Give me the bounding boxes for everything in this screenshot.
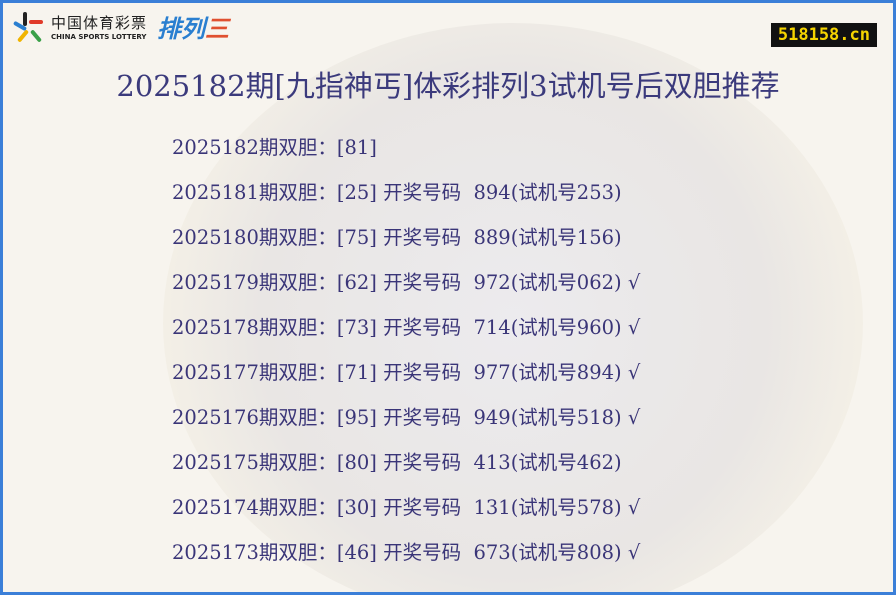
product-logo-b: 三 [205, 15, 230, 43]
list-item: 2025178期双胆：[73] 开奖号码 714(试机号960) √ [172, 316, 641, 339]
product-logo-a: 排列 [157, 15, 206, 43]
product-logo: 排列三 [157, 9, 229, 44]
list-item: 2025181期双胆：[25] 开奖号码 894(试机号253) [172, 181, 622, 204]
list-item: 2025175期双胆：[80] 开奖号码 413(试机号462) [172, 451, 622, 474]
list-item: 2025182期双胆：[81] [172, 136, 377, 159]
list-item: 2025179期双胆：[62] 开奖号码 972(试机号062) √ [172, 271, 641, 294]
list-item: 2025176期双胆：[95] 开奖号码 949(试机号518) √ [172, 406, 641, 429]
logo-mark-icon [11, 10, 45, 44]
list-item: 2025177期双胆：[71] 开奖号码 977(试机号894) √ [172, 361, 641, 384]
lottery-logo: 中国体育彩票 CHINA SPORTS LOTTERY 排列三 [11, 9, 229, 44]
page-title: 2025182期[九指神丐]体彩排列3试机号后双胆推荐 [116, 69, 780, 103]
background-watermark [163, 23, 863, 592]
list-item: 2025174期双胆：[30] 开奖号码 131(试机号578) √ [172, 496, 641, 519]
prediction-list: 2025182期双胆：[81] 2025181期双胆：[25] 开奖号码 894… [172, 131, 640, 581]
logo-en: CHINA SPORTS LOTTERY [51, 33, 147, 41]
logo-cn: 中国体育彩票 [51, 14, 148, 32]
site-badge: 518158.cn [770, 23, 877, 47]
list-item: 2025173期双胆：[46] 开奖号码 673(试机号808) √ [172, 541, 641, 564]
list-item: 2025180期双胆：[75] 开奖号码 889(试机号156) [172, 226, 622, 249]
